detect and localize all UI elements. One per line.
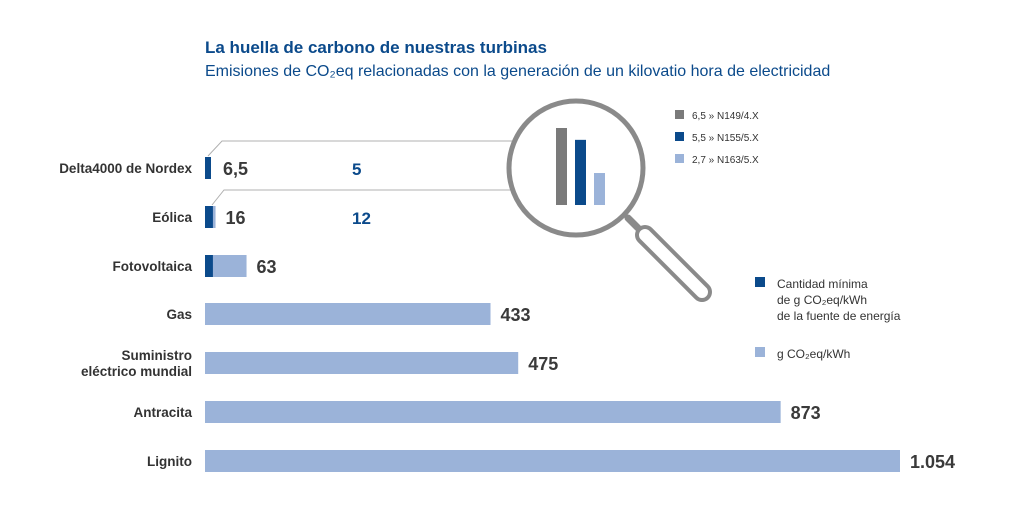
legend-label-total: g CO₂eq/kWh — [777, 347, 850, 361]
value-label: 63 — [257, 257, 277, 277]
magnifier-legend-swatch — [675, 132, 684, 141]
category-label: Suministro — [121, 348, 192, 363]
min-value-label: 5 — [352, 160, 361, 179]
category-label: Antracita — [133, 405, 192, 420]
value-label: 6,5 — [223, 159, 248, 179]
magnifier-bar — [594, 173, 605, 205]
magnifier: 6,5 » N149/4.X 5,5 » N155/5.X 2,7 » N163/5… — [506, 98, 759, 302]
magnifier-bar — [556, 128, 567, 205]
chart-subtitle: Emisiones de CO₂eq relacionadas con la g… — [205, 63, 830, 80]
connector-lines — [207, 140, 532, 206]
legend: Cantidad mínima de g CO₂eq/kWh de la fuent… — [755, 277, 901, 361]
legend-label-min: de la fuente de energía — [777, 309, 901, 323]
value-label: 475 — [528, 354, 558, 374]
magnifier-legend-label: 2,7 » N163/5.X — [692, 155, 759, 166]
magnifier-bar — [575, 139, 586, 205]
bars-group: Delta4000 de Nordex 6,5 5 Eólica 16 12 Fotovol… — [59, 157, 955, 472]
value-label: 16 — [226, 208, 246, 228]
connector-line-top — [207, 140, 532, 157]
category-label: Delta4000 de Nordex — [59, 161, 192, 176]
bar-total — [205, 401, 781, 423]
bar-total — [205, 303, 491, 325]
connector-line-bottom — [211, 189, 524, 206]
value-label: 873 — [791, 403, 821, 423]
category-label: Gas — [166, 307, 192, 322]
magnifier-handle-inner — [639, 229, 708, 298]
magnifier-legend-swatch — [675, 110, 684, 119]
category-label: Lignito — [147, 454, 192, 469]
category-label: Eólica — [152, 210, 192, 225]
category-label: Fotovoltaica — [112, 259, 192, 274]
category-label: eléctrico mundial — [81, 364, 192, 379]
legend-swatch-total — [755, 347, 765, 357]
bar-total — [205, 450, 900, 472]
value-label: 433 — [501, 305, 531, 325]
magnifier-legend-label: 5,5 » N155/5.X — [692, 133, 759, 144]
magnifier-legend-label: 6,5 » N149/4.X — [692, 111, 759, 122]
bar-min — [205, 206, 213, 228]
bar-total — [205, 352, 519, 374]
value-label: 1.054 — [910, 452, 955, 472]
magnifier-neck — [624, 214, 642, 232]
bar-min — [205, 157, 211, 179]
legend-label-min: de g CO₂eq/kWh — [777, 293, 867, 307]
bar-total — [205, 255, 247, 277]
chart-title: La huella de carbono de nuestras turbina… — [205, 38, 547, 57]
min-value-label: 12 — [352, 209, 371, 228]
bar-min — [205, 255, 213, 277]
legend-label-min: Cantidad mínima — [777, 277, 868, 291]
legend-swatch-min — [755, 277, 765, 287]
magnifier-legend-swatch — [675, 154, 684, 163]
